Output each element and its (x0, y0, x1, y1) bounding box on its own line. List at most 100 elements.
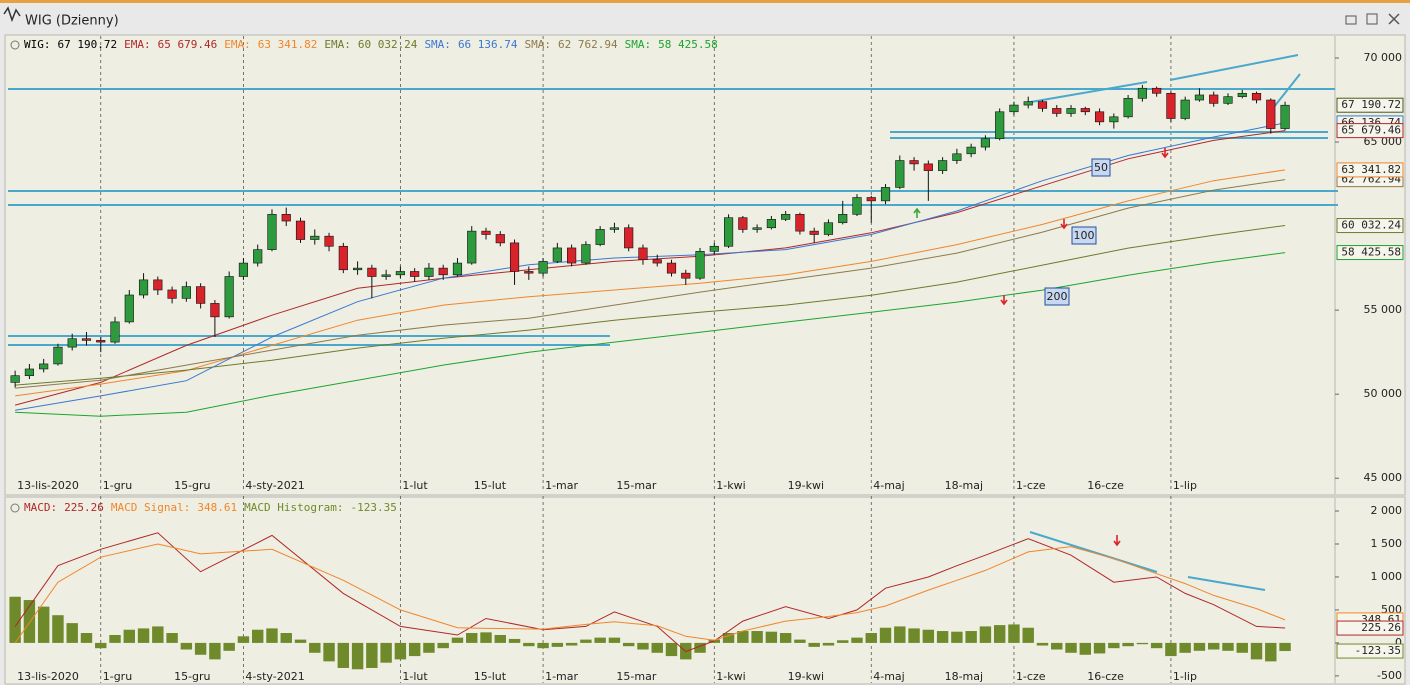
x-tick-label: 15-lut (474, 670, 507, 683)
x-tick-label: 18-maj (945, 479, 983, 492)
value-box (1336, 97, 1404, 113)
window-buttons[interactable] (1345, 13, 1400, 25)
restore-button[interactable] (1366, 13, 1378, 25)
candle-body (923, 163, 933, 171)
x-tick-label: 1-kwi (716, 670, 745, 683)
histogram-bar (1165, 642, 1177, 657)
ma-line (15, 225, 1286, 386)
histogram-bar (822, 642, 835, 646)
candle-body (1009, 104, 1019, 113)
histogram-bar (565, 642, 578, 646)
x-tick-label: 15-mar (616, 479, 656, 492)
signal-arrows (913, 148, 1169, 547)
candle-body (866, 197, 876, 202)
histogram-bar (366, 642, 378, 668)
x-tick-label: 4-sty-2021 (245, 479, 304, 492)
candle-body (124, 294, 134, 323)
candle-body (181, 286, 191, 299)
histogram-bar (494, 634, 506, 643)
histogram-bar (180, 642, 193, 650)
window-title: WIG (Dzienny) (25, 14, 119, 29)
candle-body (752, 227, 762, 230)
histogram-bar (580, 639, 592, 643)
y-tick-label: 2 000 (1371, 504, 1403, 517)
candle-body (581, 244, 591, 264)
histogram-bar (1179, 642, 1191, 653)
candle-body (438, 267, 448, 276)
histogram-bar (622, 642, 635, 647)
x-tick-label: 13-lis-2020 (17, 670, 79, 683)
histogram-bar (765, 631, 778, 643)
window-icon (3, 6, 21, 23)
histogram-bar (294, 639, 307, 643)
candle-body (238, 262, 249, 277)
candle-body (395, 271, 405, 276)
legend-value: -123.35 (350, 501, 396, 514)
candle-body (809, 230, 819, 235)
candle-body (595, 229, 605, 245)
candle-body (567, 247, 577, 264)
histogram-bar (52, 615, 64, 643)
histogram-bar (408, 642, 421, 657)
candle-body (766, 219, 776, 229)
histogram-bar (794, 639, 806, 643)
candle-body (723, 217, 734, 247)
candle-body (167, 289, 177, 299)
candle-body (609, 227, 620, 230)
candle-body (795, 214, 805, 232)
candle-body (253, 249, 263, 264)
histogram-bar (751, 631, 763, 643)
candle-body (410, 271, 420, 277)
candle-body (552, 247, 562, 262)
value-box-label: 60 032.24 (1341, 219, 1401, 232)
candle-body (295, 220, 306, 240)
candle-body (281, 214, 291, 222)
candle-body (1166, 92, 1176, 119)
value-box (1336, 245, 1404, 261)
x-tick-label: 15-gru (174, 670, 210, 683)
legend-name: MACD Signal: (111, 501, 190, 514)
value-box (1336, 620, 1404, 636)
sell-arrow (1060, 219, 1068, 230)
minimize-button[interactable] (1345, 15, 1357, 25)
value-box-label: 58 425.58 (1341, 246, 1401, 259)
histogram-bar (651, 642, 663, 653)
histogram-bar (665, 642, 678, 657)
candle-body (652, 259, 662, 264)
candle-body (1094, 111, 1105, 123)
candle-body (96, 340, 106, 343)
histogram-bar (1136, 642, 1149, 645)
histogram-bar (1208, 642, 1220, 650)
y-tick-label: 0 (1395, 636, 1402, 649)
y-tick-label: 65 000 (1364, 135, 1403, 148)
trend-line (1169, 54, 1299, 81)
candle-body (980, 138, 990, 148)
histogram-bar (922, 629, 935, 643)
y-tick-label: 70 000 (1364, 51, 1403, 64)
candle-body (1152, 87, 1162, 94)
close-button[interactable] (1388, 13, 1400, 25)
candle-body (367, 267, 377, 277)
legend-value: 63 341.82 (258, 38, 318, 51)
candle-body (24, 368, 34, 376)
marks (9, 84, 1291, 670)
histogram-bar (722, 633, 735, 643)
candle-body (138, 279, 149, 296)
histogram-bar (965, 631, 977, 643)
histogram-bar (1108, 642, 1120, 649)
candle-body (1037, 101, 1048, 109)
histogram-bar (95, 642, 107, 649)
histogram-bar (152, 626, 164, 643)
ma-label-box (1044, 287, 1070, 306)
histogram-bar (466, 633, 478, 643)
histogram-bar (23, 600, 36, 643)
trend-line (1029, 531, 1158, 573)
legend: WIG: 67 190.72 EMA: 65 679.46 EMA: 63 341.82 E… (24, 38, 718, 51)
ma-period-labels: 50 100 200 (1044, 158, 1111, 306)
histogram-bar (323, 642, 335, 662)
candle-body (39, 363, 49, 370)
histogram-bar (865, 633, 877, 643)
histogram-bar (280, 633, 292, 643)
x-tick-label: 4-maj (873, 479, 904, 492)
histogram-bar (1265, 642, 1277, 662)
